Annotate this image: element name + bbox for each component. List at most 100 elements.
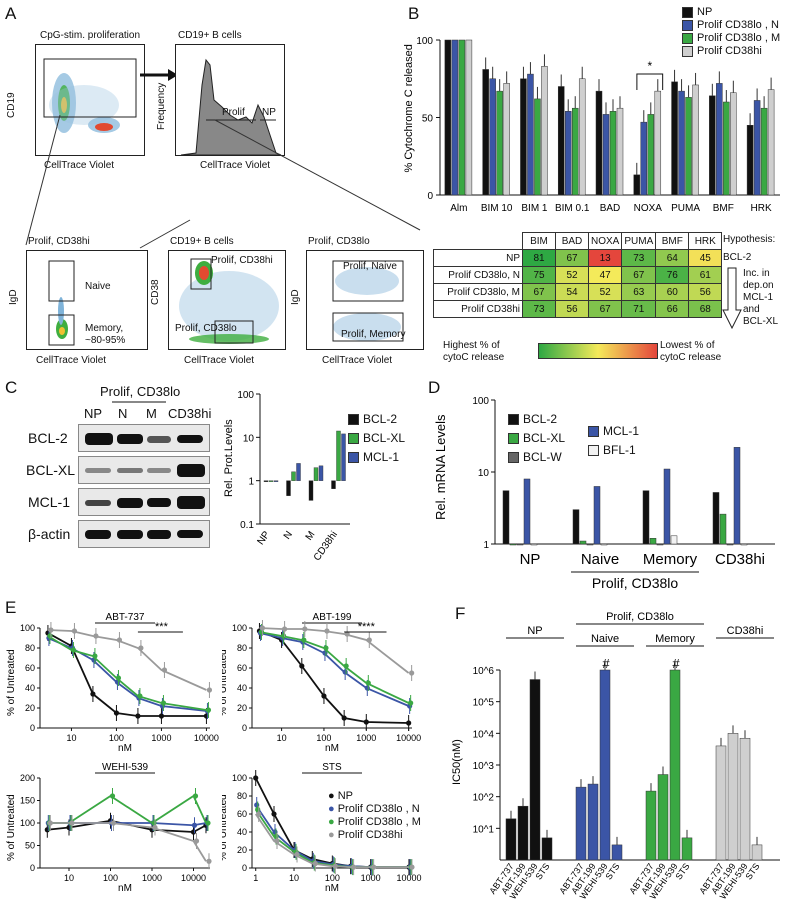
bar (670, 535, 678, 545)
flow-plot-3-xlabel: CellTrace Violet (36, 355, 107, 366)
heatmap-cell: 52 (587, 283, 623, 301)
hypothesis-top: BCL-2 (723, 252, 752, 263)
fit-curve (259, 627, 410, 674)
y-tick-label: 60 (237, 663, 247, 673)
y-axis-label: Rel. Prot.Levels (223, 419, 235, 497)
x-tick-label: 1 (253, 873, 258, 883)
x-tick-label: NOXA (634, 203, 663, 214)
bar (520, 78, 527, 196)
data-point (351, 864, 357, 870)
lane-n: N (118, 406, 128, 421)
blot-label-mcl1: MCL-1 (28, 494, 71, 510)
x-tick-label: NP (255, 529, 272, 547)
legend-item-hi: ● Prolif CD38hi (328, 829, 403, 841)
legend-item-bcl2: BCL-2 (508, 410, 565, 429)
data-point (47, 633, 53, 639)
hypothesis-title: Hypothesis: (723, 234, 776, 245)
flow-plot-4-xlabel: CellTrace Violet (184, 355, 255, 366)
data-point (205, 820, 211, 826)
heatmap-cell: 67 (555, 249, 589, 267)
heatmap-cell: 75 (522, 266, 556, 284)
panel-label-a: A (5, 4, 17, 23)
y-axis-label: % of Untreated (222, 649, 229, 716)
blot-label-bclxl: BCL-XL (26, 462, 76, 478)
y-tick-label: 20 (25, 703, 35, 713)
bar (318, 465, 324, 481)
legend-item-bcl2: BCL-2 (348, 410, 405, 429)
x-tick-label: 10 (64, 873, 74, 883)
bar (602, 114, 610, 196)
lane-cd38hi: CD38hi (168, 406, 212, 421)
data-point (69, 820, 75, 826)
x-group-label: Memory (643, 551, 698, 568)
heatmap-cell: 56 (688, 283, 723, 301)
heatmap-cell: 73 (522, 300, 556, 318)
y-tick-label: 50 (25, 841, 35, 851)
significance-stars: **** (358, 621, 376, 633)
x-tick-label: 100 (103, 873, 118, 883)
y-tick-label: 60 (237, 809, 247, 819)
hypothesis-line: dep.on (743, 280, 774, 291)
down-arrow-icon (722, 267, 742, 330)
chart-title: ABT-737 (106, 612, 145, 623)
group-header-cd38hi: CD38hi (727, 625, 764, 637)
x-axis-label: nM (325, 883, 339, 894)
bar (657, 774, 669, 861)
y-tick-label: 10^6 (473, 666, 495, 677)
legend-item-bclxl: BCL-XL (508, 429, 565, 448)
flow-plot-4-title: CD19+ B cells (170, 236, 234, 247)
y-tick-label: 10^1 (473, 824, 495, 835)
y-tick-label: 10^5 (473, 698, 495, 709)
heatmap-row: Prolif CD38lo, M 67 54 52 63 60 56 (433, 283, 723, 301)
heatmap-col-header: BMF (655, 232, 690, 250)
bar (640, 121, 648, 196)
bar (715, 745, 727, 861)
heatmap-cell: 73 (621, 249, 657, 267)
legend-item-n: Prolif CD38lo , N (682, 19, 780, 32)
bar (746, 125, 754, 196)
y-axis-label: % Cytochrome C released (403, 44, 415, 172)
heatmap-cell: 64 (655, 249, 690, 267)
data-point (299, 663, 305, 669)
bar (740, 543, 748, 546)
y-tick-label: 50 (422, 114, 434, 125)
x-tick-label: CD38hi (312, 529, 340, 563)
data-point (321, 693, 327, 699)
cytochrome-c-bar-chart: 0 50 100% Cytochrome C released Alm BIM 10 BI… (403, 36, 780, 214)
panel-label-e: E (5, 598, 17, 617)
y-tick-label: 200 (20, 773, 35, 783)
heatmap-col-header: HRK (688, 232, 723, 250)
heatmap-row: NP 81 67 13 73 64 45 (433, 249, 723, 267)
bar (523, 478, 531, 545)
bar (760, 107, 768, 196)
data-point (205, 707, 212, 713)
bar (458, 39, 466, 196)
legend-item-mcl1: MCL-1 (588, 422, 639, 441)
flow-plot-5-xlabel: CellTrace Violet (322, 355, 393, 366)
blot-label-actin: β-actin (28, 526, 71, 542)
data-point (47, 820, 53, 826)
data-point (109, 793, 116, 799)
bar (723, 101, 730, 196)
blot-bclxl (78, 456, 210, 484)
bar (600, 543, 608, 546)
data-point (256, 811, 262, 817)
data-point (71, 628, 78, 634)
y-tick-label: 100 (472, 396, 489, 407)
bar (268, 480, 274, 482)
heatmap-row-label: Prolif CD38hi (433, 300, 523, 318)
data-point (160, 700, 167, 706)
y-tick-label: 10^3 (473, 761, 495, 772)
bar (685, 97, 692, 196)
data-point (206, 858, 212, 864)
bar (726, 543, 734, 546)
heatmap-cell: 61 (688, 266, 723, 284)
data-point (301, 637, 307, 643)
y-tick-label: 80 (237, 643, 247, 653)
heatmap-color-scale (538, 343, 658, 359)
data-point (255, 806, 261, 813)
legend-label: Prolif CD38hi (697, 45, 762, 57)
overflow-hash: # (672, 656, 680, 671)
chart-title: ABT-199 (313, 612, 352, 623)
heatmap-cell: 67 (621, 266, 657, 284)
